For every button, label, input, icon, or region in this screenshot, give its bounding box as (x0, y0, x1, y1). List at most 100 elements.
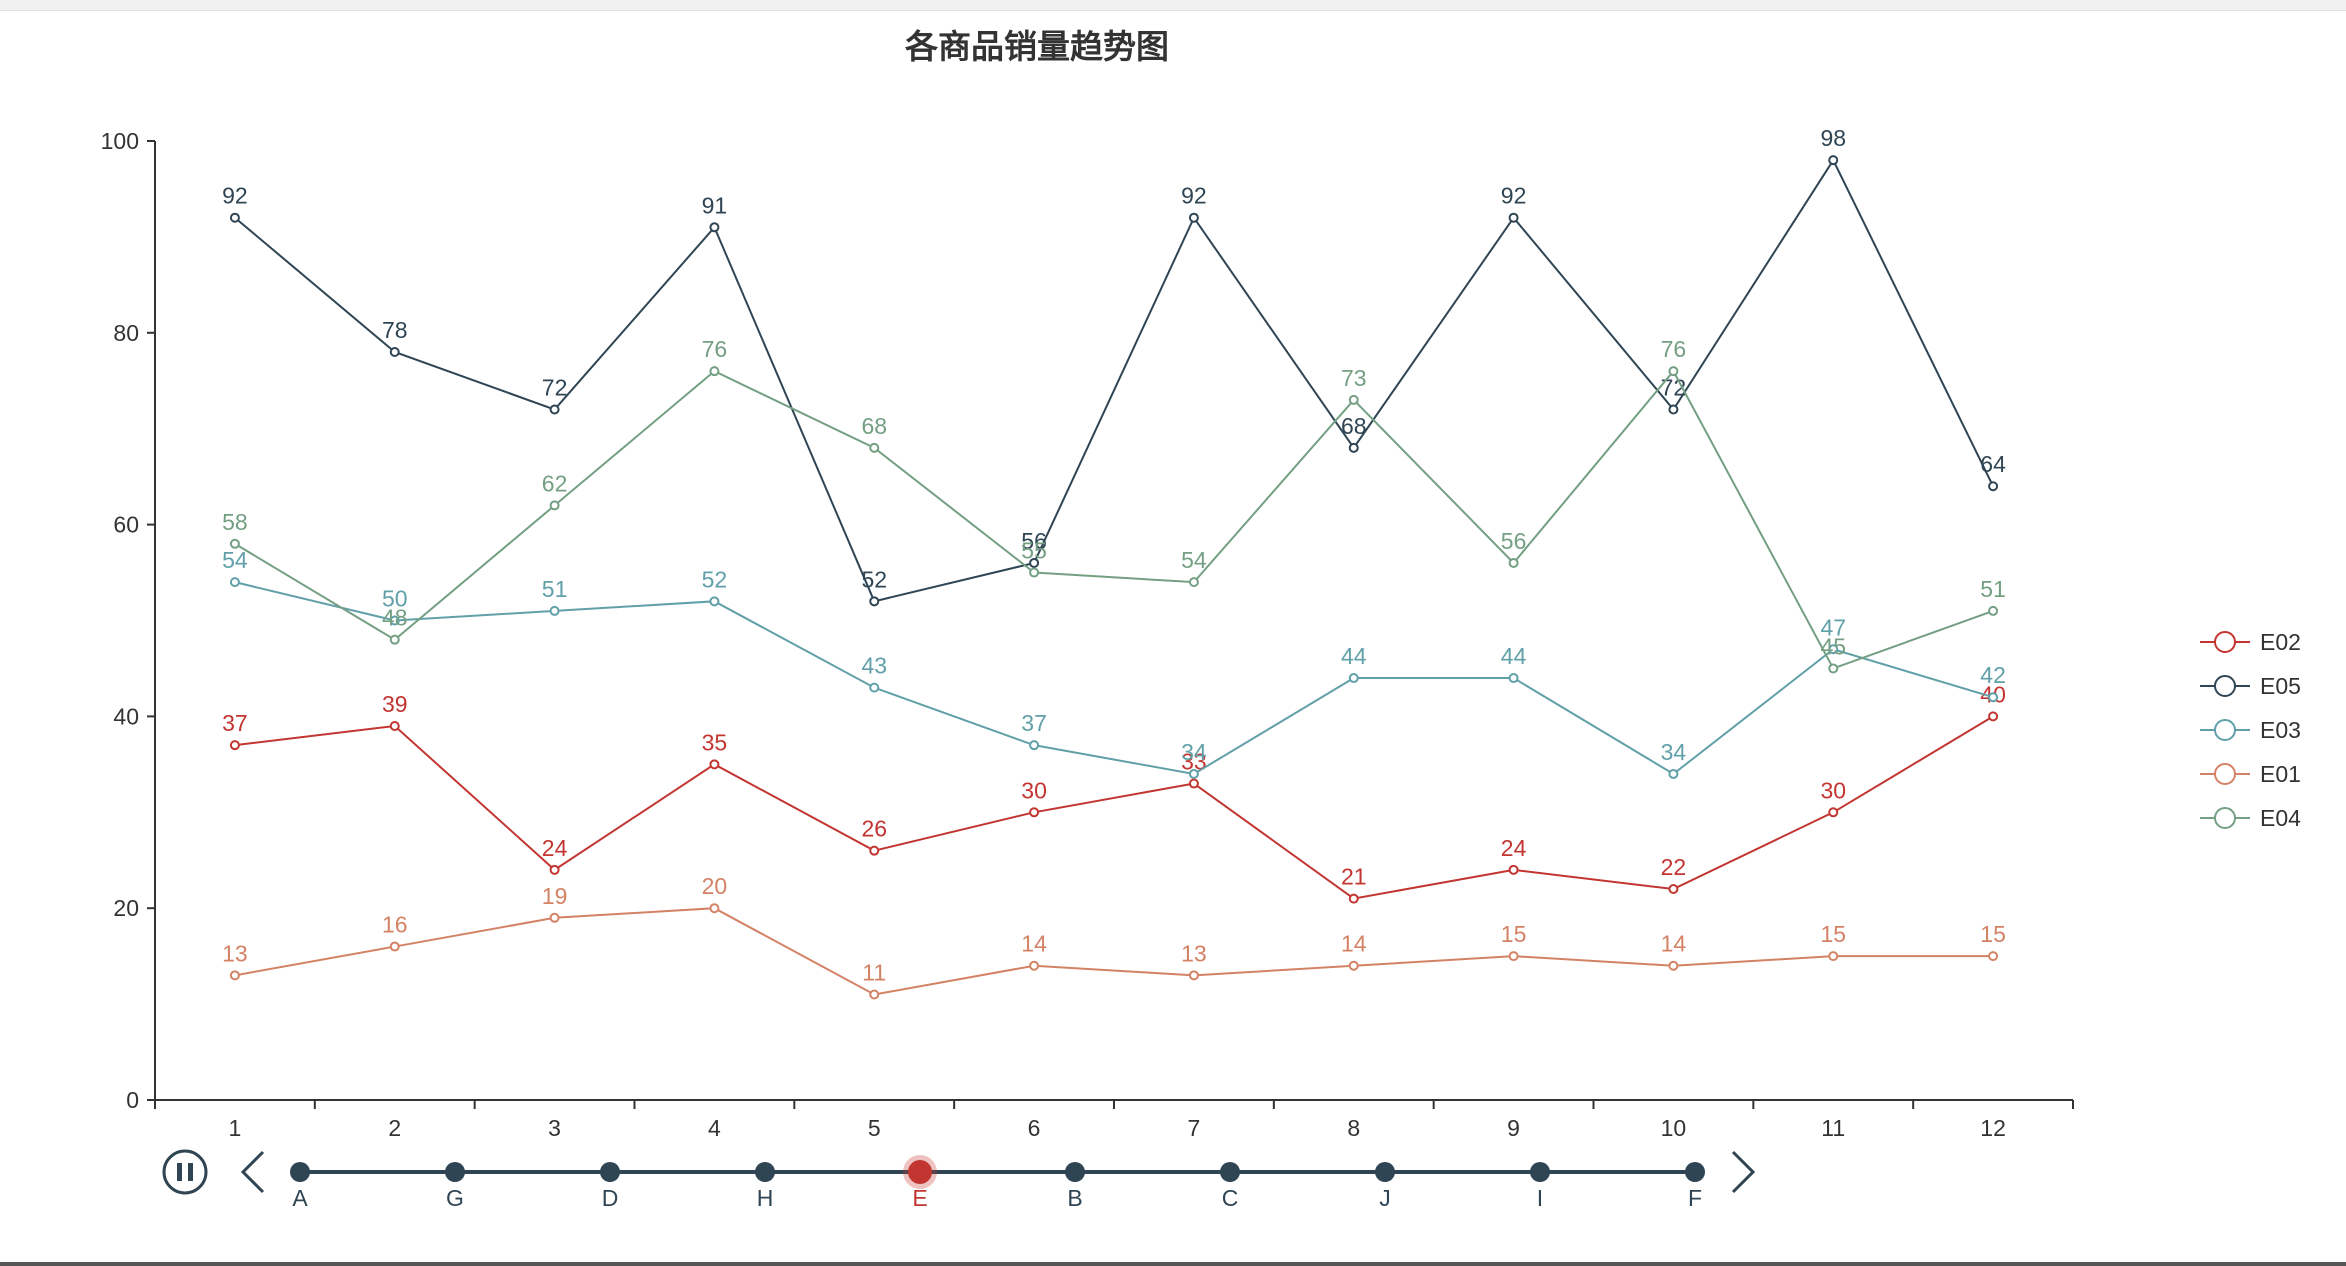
data-point (709, 759, 720, 770)
timeline-label: H (757, 1185, 774, 1211)
chart-series: 3739243526303321242230409278729152569268… (222, 125, 2006, 1000)
timeline-dot (600, 1162, 620, 1182)
timeline-node[interactable]: G (445, 1162, 465, 1211)
data-label: 34 (1661, 739, 1687, 765)
data-label: 72 (542, 375, 568, 401)
legend-circle-icon (2214, 675, 2236, 697)
pause-bar (188, 1163, 193, 1181)
data-label: 43 (861, 653, 887, 679)
data-point (1668, 404, 1679, 415)
data-label: 62 (542, 470, 568, 496)
pause-icon[interactable] (162, 1149, 208, 1195)
data-label: 68 (861, 413, 887, 439)
data-point (1828, 155, 1839, 166)
data-point (549, 500, 560, 511)
data-point (1188, 768, 1199, 779)
data-label: 24 (1501, 835, 1527, 861)
data-point (549, 864, 560, 875)
timeline-label: E (912, 1185, 927, 1211)
data-point (389, 615, 400, 626)
legend-circle-icon (2214, 631, 2236, 653)
data-point (1348, 673, 1359, 684)
series-line (234, 907, 1994, 996)
data-point (1188, 212, 1199, 223)
data-label: 13 (222, 940, 248, 966)
data-point (1668, 366, 1679, 377)
data-point (709, 596, 720, 607)
data-label: 64 (1980, 451, 2006, 477)
data-point (1348, 394, 1359, 405)
timeline-label: C (1222, 1185, 1239, 1211)
data-label: 26 (861, 816, 887, 842)
timeline-label: I (1537, 1185, 1543, 1211)
data-point (869, 442, 880, 453)
series-line (234, 158, 1994, 603)
timeline-node[interactable]: E (903, 1155, 937, 1211)
data-point (1828, 663, 1839, 674)
series-e03: 54 50 51 52 43 37 34 44 44 34 47 42 (222, 547, 2006, 779)
data-label: 51 (542, 576, 568, 602)
x-tick-label: 7 (1188, 1115, 1201, 1141)
timeline-node[interactable]: C (1220, 1162, 1240, 1211)
data-point (709, 222, 720, 233)
data-label: 15 (1501, 921, 1527, 947)
data-point (1828, 644, 1839, 655)
data-label: 30 (1021, 777, 1047, 803)
data-point (1508, 673, 1519, 684)
x-tick-label: 10 (1661, 1115, 1687, 1141)
data-point (549, 404, 560, 415)
data-label: 44 (1341, 643, 1367, 669)
timeline-dot (445, 1162, 465, 1182)
data-point (389, 941, 400, 952)
timeline-node[interactable]: A (290, 1162, 310, 1211)
timeline-node[interactable]: D (600, 1162, 620, 1211)
data-point (1348, 960, 1359, 971)
timeline-dot (1375, 1162, 1395, 1182)
legend-item-e02[interactable]: E02 (2200, 629, 2301, 655)
timeline-node[interactable]: F (1685, 1162, 1705, 1211)
legend-item-e01[interactable]: E01 (2200, 761, 2301, 787)
data-label: 58 (222, 509, 248, 535)
data-label: 37 (1021, 710, 1047, 736)
data-point (1668, 884, 1679, 895)
legend-item-e03[interactable]: E03 (2200, 717, 2301, 743)
legend-label: E03 (2260, 717, 2301, 743)
data-label: 50 (382, 586, 408, 612)
timeline-node[interactable]: I (1530, 1162, 1550, 1211)
legend-label: E05 (2260, 673, 2301, 699)
timeline-node[interactable]: H (755, 1162, 775, 1211)
pause-button-ring (162, 1149, 208, 1195)
data-point (389, 346, 400, 357)
timeline-node[interactable]: B (1065, 1162, 1085, 1211)
chevron-left-icon[interactable] (240, 1150, 265, 1194)
timeline-label: A (292, 1185, 308, 1211)
series-e04: 58 48 62 76 68 55 54 73 56 76 45 51 (222, 336, 2006, 674)
data-point (1188, 577, 1199, 588)
y-tick-label: 40 (113, 703, 139, 729)
chart-legend: E02 E05 E03 E01 E04 (2200, 629, 2301, 831)
legend-label: E04 (2260, 805, 2301, 831)
data-point (1668, 768, 1679, 779)
y-tick-label: 20 (113, 895, 139, 921)
x-tick-label: 4 (708, 1115, 721, 1141)
data-point (229, 740, 240, 751)
chevron-right-icon[interactable] (1731, 1150, 1756, 1194)
data-label: 14 (1021, 931, 1047, 957)
data-point (1029, 740, 1040, 751)
data-label: 39 (382, 691, 408, 717)
legend-item-e04[interactable]: E04 (2200, 805, 2301, 831)
data-label: 20 (702, 873, 728, 899)
timeline-dot (1530, 1162, 1550, 1182)
data-label: 73 (1341, 365, 1367, 391)
legend-item-e05[interactable]: E05 (2200, 673, 2301, 699)
x-tick-label: 5 (868, 1115, 881, 1141)
data-label: 78 (382, 317, 408, 343)
timeline-label: D (602, 1185, 619, 1211)
data-label: 16 (382, 912, 408, 938)
data-label: 51 (1980, 576, 2006, 602)
data-point (1508, 557, 1519, 568)
timeline-node[interactable]: J (1375, 1162, 1395, 1211)
data-point (709, 903, 720, 914)
